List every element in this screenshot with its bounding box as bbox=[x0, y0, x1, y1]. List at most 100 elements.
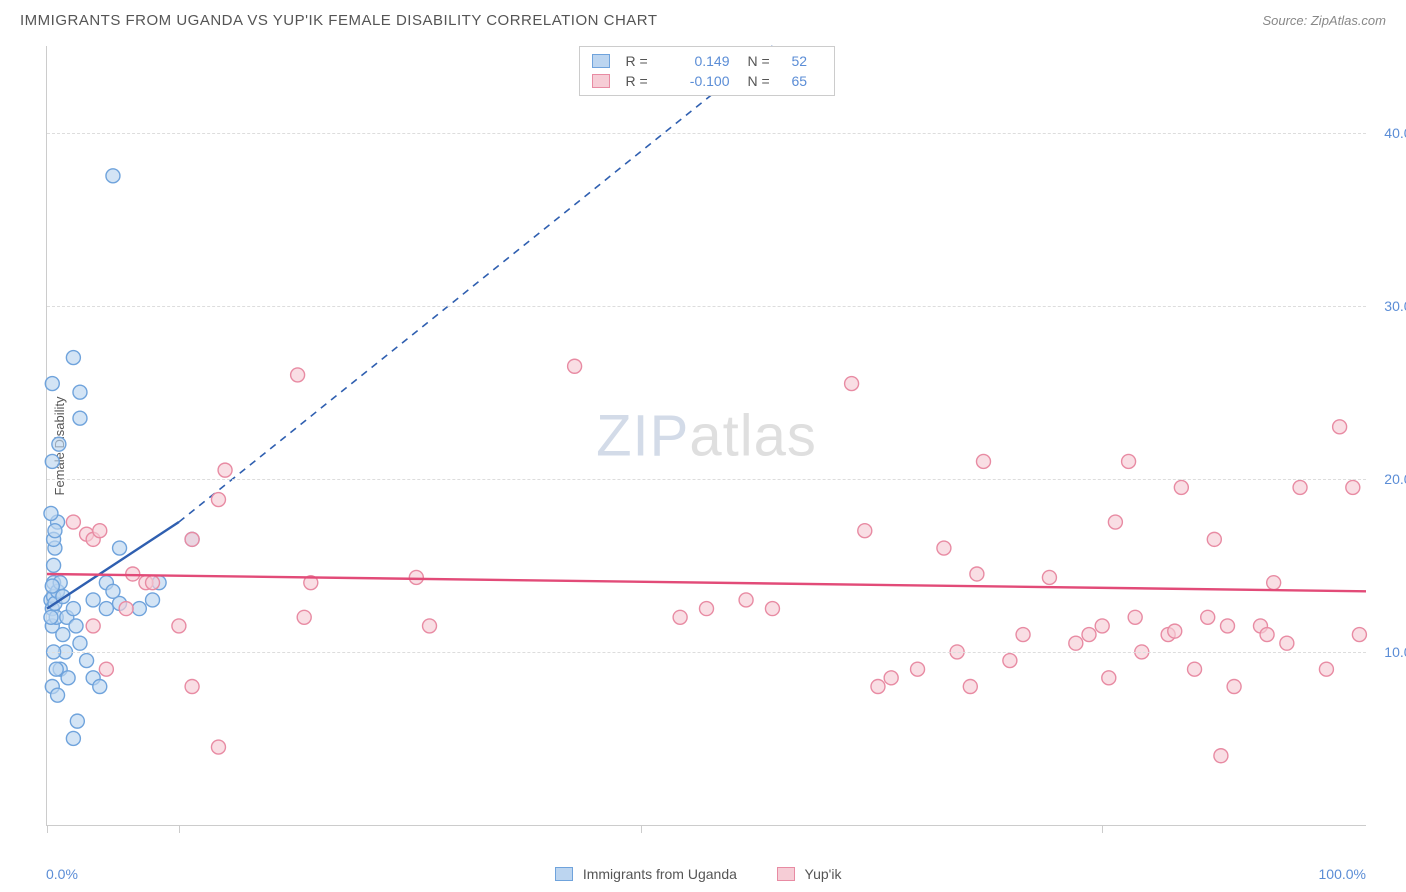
data-point bbox=[1293, 480, 1307, 494]
r-label-1: R = bbox=[626, 53, 660, 69]
ytick-label: 20.0% bbox=[1384, 471, 1406, 487]
data-point bbox=[52, 437, 66, 451]
legend-swatch-series1 bbox=[592, 54, 610, 68]
legend-item-series1: Immigrants from Uganda bbox=[555, 866, 737, 882]
data-point bbox=[44, 506, 58, 520]
data-point bbox=[172, 619, 186, 633]
data-point bbox=[106, 169, 120, 183]
data-point bbox=[1016, 628, 1030, 642]
xtick bbox=[47, 825, 48, 833]
data-point bbox=[106, 584, 120, 598]
ytick-label: 10.0% bbox=[1384, 644, 1406, 660]
data-point bbox=[45, 454, 59, 468]
data-point bbox=[409, 570, 423, 584]
data-point bbox=[1333, 420, 1347, 434]
data-point bbox=[45, 579, 59, 593]
data-point bbox=[911, 662, 925, 676]
n-value-1: 52 bbox=[792, 53, 822, 69]
data-point bbox=[73, 411, 87, 425]
plot-area: ZIPatlas R = 0.149 N = 52 R = -0.100 N =… bbox=[46, 46, 1366, 826]
legend-row-series2: R = -0.100 N = 65 bbox=[592, 71, 822, 91]
data-point bbox=[218, 463, 232, 477]
data-point bbox=[297, 610, 311, 624]
data-point bbox=[45, 377, 59, 391]
n-label-1: N = bbox=[748, 53, 782, 69]
data-point bbox=[1346, 480, 1360, 494]
data-point bbox=[73, 385, 87, 399]
trend-line-extrapolated bbox=[179, 46, 773, 522]
data-point bbox=[93, 524, 107, 538]
data-point bbox=[86, 593, 100, 607]
data-point bbox=[1102, 671, 1116, 685]
legend-item-series2: Yup'ik bbox=[777, 866, 842, 882]
data-point bbox=[1352, 628, 1366, 642]
data-point bbox=[132, 602, 146, 616]
gridline bbox=[47, 652, 1366, 653]
data-point bbox=[66, 602, 80, 616]
xtick bbox=[179, 825, 180, 833]
data-point bbox=[1227, 680, 1241, 694]
data-point bbox=[185, 532, 199, 546]
data-point bbox=[1174, 480, 1188, 494]
data-point bbox=[185, 680, 199, 694]
data-point bbox=[1188, 662, 1202, 676]
data-point bbox=[99, 662, 113, 676]
series-legend: Immigrants from Uganda Yup'ik bbox=[555, 866, 842, 882]
data-point bbox=[113, 541, 127, 555]
data-point bbox=[61, 671, 75, 685]
source-prefix: Source: bbox=[1262, 13, 1310, 28]
data-point bbox=[119, 602, 133, 616]
data-point bbox=[937, 541, 951, 555]
data-point bbox=[1201, 610, 1215, 624]
r-label-2: R = bbox=[626, 73, 660, 89]
data-point bbox=[1267, 576, 1281, 590]
data-point bbox=[1042, 570, 1056, 584]
data-point bbox=[211, 493, 225, 507]
data-point bbox=[49, 662, 63, 676]
chart-svg bbox=[47, 46, 1366, 825]
ytick-label: 40.0% bbox=[1384, 125, 1406, 141]
data-point bbox=[291, 368, 305, 382]
xtick bbox=[641, 825, 642, 833]
source-name: ZipAtlas.com bbox=[1311, 13, 1386, 28]
data-point bbox=[1207, 532, 1221, 546]
data-point bbox=[1108, 515, 1122, 529]
ytick-label: 30.0% bbox=[1384, 298, 1406, 314]
data-point bbox=[673, 610, 687, 624]
data-point bbox=[86, 619, 100, 633]
data-point bbox=[765, 602, 779, 616]
legend-row-series1: R = 0.149 N = 52 bbox=[592, 51, 822, 71]
data-point bbox=[1214, 749, 1228, 763]
data-point bbox=[1319, 662, 1333, 676]
correlation-legend: R = 0.149 N = 52 R = -0.100 N = 65 bbox=[579, 46, 835, 96]
data-point bbox=[1122, 454, 1136, 468]
data-point bbox=[700, 602, 714, 616]
x-axis-row: 0.0% Immigrants from Uganda Yup'ik 100.0… bbox=[46, 862, 1366, 886]
data-point bbox=[47, 558, 61, 572]
data-point bbox=[66, 351, 80, 365]
data-point bbox=[963, 680, 977, 694]
legend-swatch-bottom-1 bbox=[555, 867, 573, 881]
data-point bbox=[1128, 610, 1142, 624]
data-point bbox=[146, 576, 160, 590]
data-point bbox=[146, 593, 160, 607]
data-point bbox=[56, 628, 70, 642]
data-point bbox=[858, 524, 872, 538]
n-label-2: N = bbox=[748, 73, 782, 89]
r-value-1: 0.149 bbox=[670, 53, 730, 69]
legend-swatch-series2 bbox=[592, 74, 610, 88]
r-value-2: -0.100 bbox=[670, 73, 730, 89]
data-point bbox=[568, 359, 582, 373]
x-axis-min-label: 0.0% bbox=[46, 866, 78, 882]
n-value-2: 65 bbox=[792, 73, 822, 89]
gridline bbox=[47, 479, 1366, 480]
legend-label-series2: Yup'ik bbox=[805, 866, 842, 882]
data-point bbox=[884, 671, 898, 685]
legend-label-series1: Immigrants from Uganda bbox=[583, 866, 737, 882]
data-point bbox=[211, 740, 225, 754]
data-point bbox=[80, 654, 94, 668]
data-point bbox=[1260, 628, 1274, 642]
chart-source: Source: ZipAtlas.com bbox=[1262, 13, 1386, 28]
chart-header: IMMIGRANTS FROM UGANDA VS YUP'IK FEMALE … bbox=[0, 0, 1406, 40]
data-point bbox=[44, 610, 58, 624]
